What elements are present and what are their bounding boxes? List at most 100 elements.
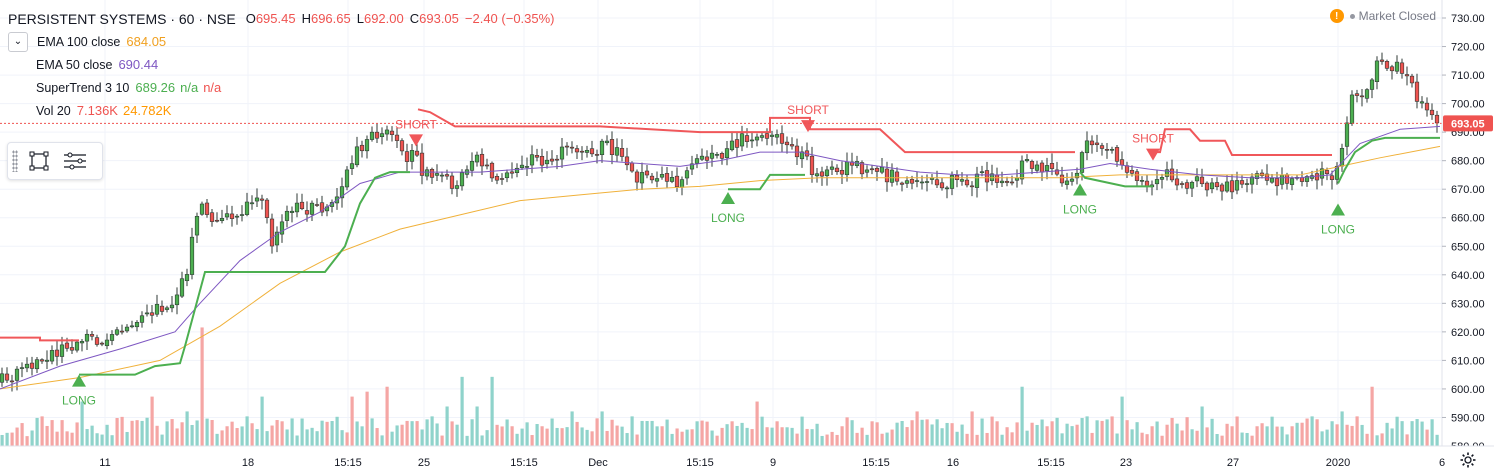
floating-drawing-toolbar[interactable]: [7, 142, 103, 180]
candle-body: [764, 133, 770, 139]
volume-bar: [1300, 422, 1304, 446]
indicator-row-volume[interactable]: Vol 20 7.136K 24.782K: [8, 99, 561, 122]
candle-body: [429, 168, 435, 178]
volume-bar: [920, 419, 924, 446]
volume-bar: [1060, 433, 1064, 446]
indicator-row-supertrend[interactable]: SuperTrend 3 10 689.26 n/a n/a: [8, 76, 561, 99]
indicator-row-ema50[interactable]: EMA 50 close 690.44: [8, 53, 561, 76]
volume-bar: [830, 431, 834, 446]
candle-body: [294, 202, 300, 213]
candle-body: [249, 202, 255, 205]
candle-body: [1364, 89, 1370, 99]
volume-bar: [1260, 423, 1264, 446]
candle-body: [1069, 178, 1075, 182]
volume-bar: [275, 420, 279, 446]
volume-bar: [305, 429, 309, 446]
volume-bar: [1335, 424, 1339, 446]
chart-settings-button[interactable]: [1460, 452, 1476, 473]
volume-bar: [405, 420, 409, 446]
volume-bar: [365, 391, 369, 446]
volume-bar: [220, 430, 224, 446]
volume-bar: [670, 433, 674, 446]
indicator-value: n/a: [180, 79, 199, 95]
volume-bar: [80, 401, 84, 446]
candle-body: [1229, 180, 1235, 193]
indicator-name: EMA 50 close: [36, 57, 113, 72]
settings-lines-button[interactable]: [60, 146, 90, 176]
indicator-row-ema100[interactable]: ⌄ EMA 100 close 684.05: [8, 30, 561, 53]
candle-body: [964, 179, 970, 186]
volume-bar: [650, 420, 654, 446]
long-signal-label: LONG: [62, 394, 96, 408]
volume-bar: [1120, 396, 1124, 446]
candle-body: [444, 174, 450, 177]
volume-bar: [1425, 429, 1429, 446]
candle-body: [494, 176, 500, 181]
candle-body: [779, 133, 785, 144]
rectangle-tool-button[interactable]: [24, 146, 54, 176]
high-label: H: [301, 10, 311, 26]
candle-body: [169, 304, 175, 309]
collapse-legend-button[interactable]: ⌄: [8, 31, 28, 52]
candle-body: [309, 202, 315, 215]
candle-body: [49, 350, 55, 362]
volume-bar: [1230, 426, 1234, 446]
volume-bar: [1205, 427, 1209, 446]
candle-body: [1304, 176, 1310, 182]
volume-bar: [235, 428, 239, 446]
candle-body: [934, 179, 940, 186]
ema100-line: [0, 145, 1441, 390]
candle-body: [509, 171, 515, 174]
volume-bar: [1065, 423, 1069, 446]
volume-bar: [935, 419, 939, 446]
volume-bar: [710, 430, 714, 446]
volume-bar: [55, 431, 59, 446]
candle-body: [614, 147, 620, 156]
candle-body: [554, 158, 560, 161]
candle-body: [749, 139, 755, 142]
candle-body: [824, 169, 830, 177]
candle-body: [829, 166, 835, 170]
indicator-value: 24.782K: [122, 102, 172, 118]
short-signal-label: SHORT: [395, 117, 437, 131]
candle-body: [419, 152, 425, 176]
volume-bar: [1265, 426, 1269, 446]
candle-body: [1129, 170, 1135, 174]
candle-body: [1009, 181, 1015, 184]
candle-body: [1429, 109, 1435, 116]
candle-body: [504, 172, 510, 179]
volume-bar: [290, 418, 294, 446]
volume-bar: [310, 427, 314, 446]
volume-bar: [640, 420, 644, 446]
long-signal-arrow: [1073, 183, 1087, 196]
price-axis-label: 720.00: [1451, 42, 1485, 54]
volume-bar: [205, 418, 209, 446]
candle-body: [639, 172, 645, 184]
volume-bar: [1390, 428, 1394, 446]
volume-bar: [1210, 418, 1214, 446]
volume-bar: [1040, 419, 1044, 446]
candle-body: [1094, 142, 1100, 145]
candle-body: [974, 173, 980, 188]
candle-body: [1289, 178, 1295, 185]
volume-bar: [385, 386, 389, 446]
volume-bar: [425, 419, 429, 446]
time-axis-label: 15:15: [1037, 457, 1065, 469]
candle-body: [269, 218, 275, 247]
drag-handle-icon[interactable]: [12, 150, 18, 172]
time-axis-label: 23: [1120, 457, 1132, 469]
volume-bar: [1350, 425, 1354, 446]
candle-body: [409, 150, 415, 162]
candle-body: [29, 362, 35, 369]
volume-bar: [1365, 433, 1369, 446]
candle-body: [1234, 180, 1240, 191]
indicator-value: 684.05: [126, 33, 167, 49]
volume-bar: [250, 423, 254, 446]
volume-bar: [225, 426, 229, 446]
candle-body: [714, 154, 720, 156]
warning-icon[interactable]: !: [1329, 9, 1344, 23]
volume-bar: [430, 416, 434, 446]
volume-bar: [1240, 432, 1244, 446]
